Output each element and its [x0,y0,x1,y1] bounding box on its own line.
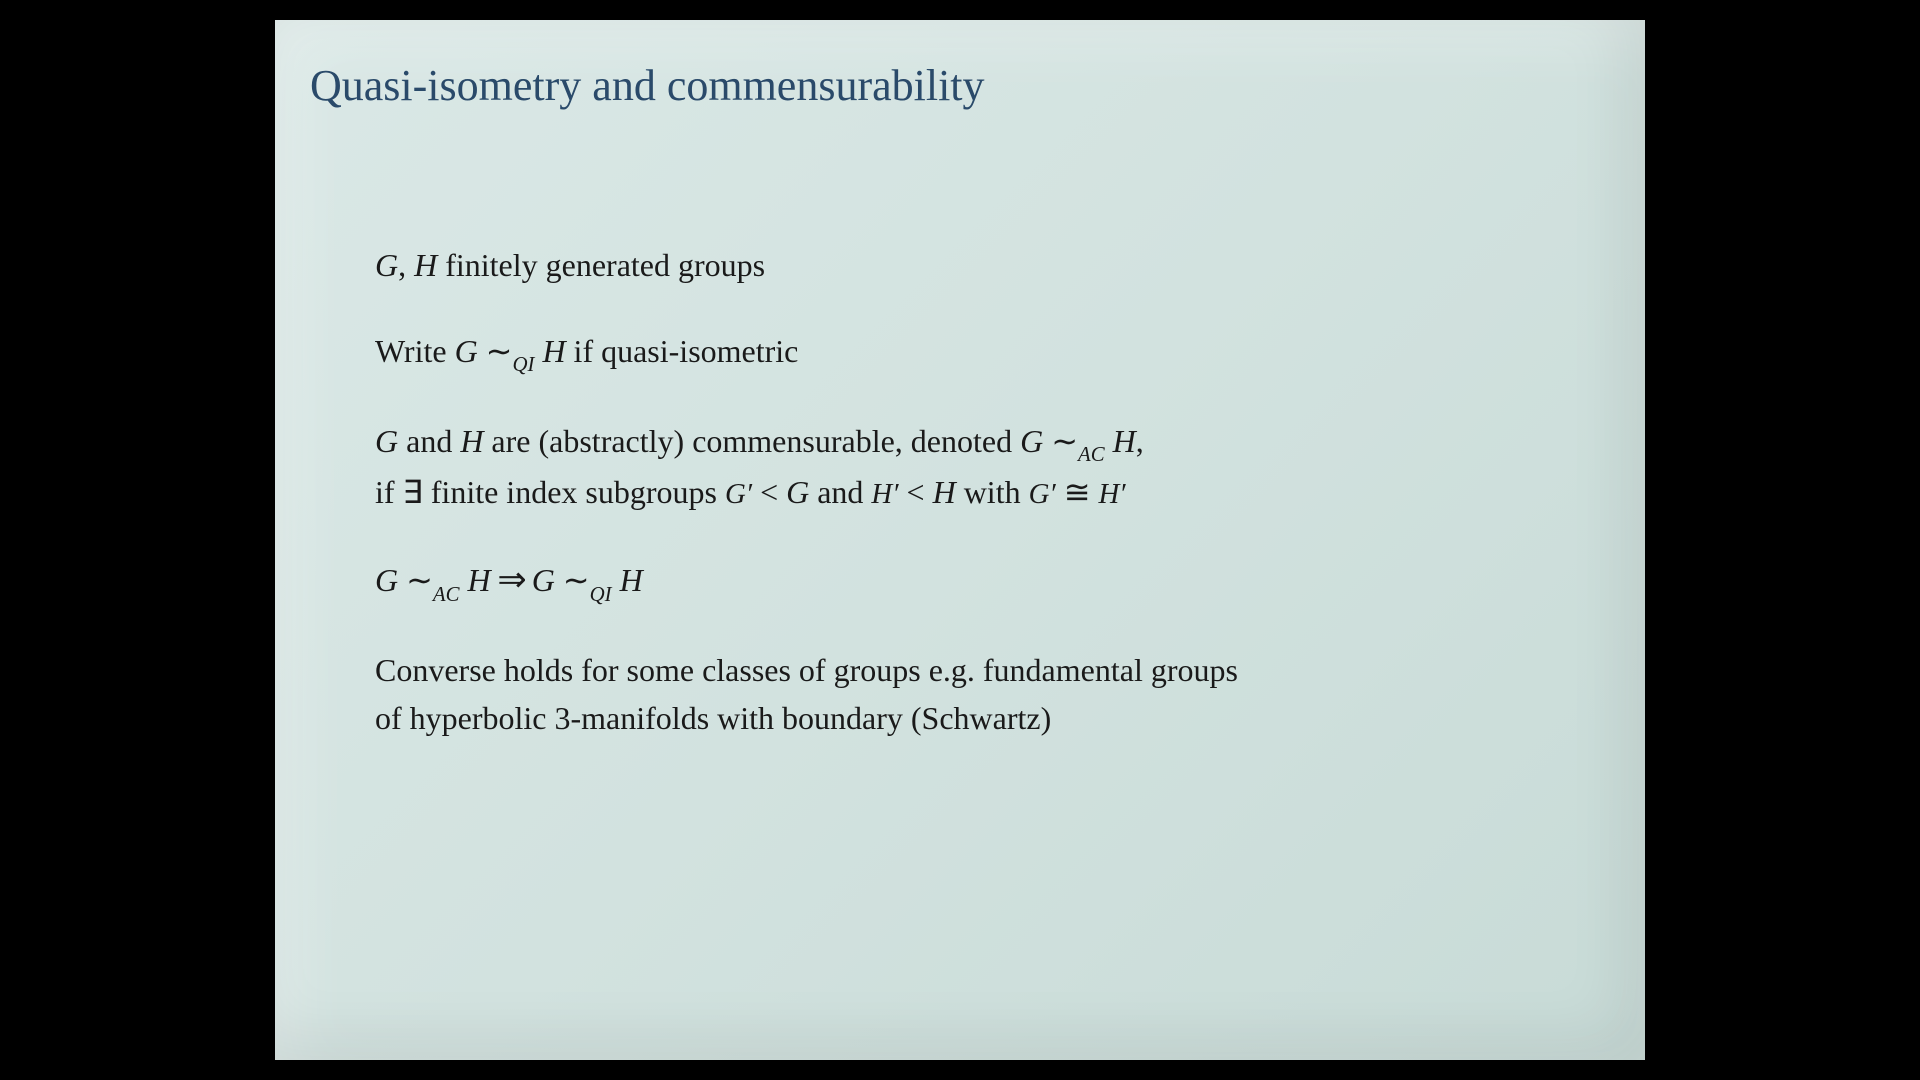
var-H: H [1113,423,1136,459]
sp [1105,423,1113,459]
lt: < [752,474,786,510]
text: if quasi-isometric [566,333,799,369]
var-G: G [786,474,809,510]
line-3b: if ∃ finite index subgroups G′ < G and H… [375,468,1595,516]
implies: ⇒ [491,560,532,599]
text: and [809,474,871,510]
sub-qi: QI [512,353,534,376]
line-5b: of hyperbolic 3-manifolds with boundary … [375,694,1595,742]
sub-ac: AC [433,583,460,606]
var-H: H [414,247,437,283]
text: finitely generated groups [437,247,765,283]
sp [612,562,620,598]
text: , [1136,423,1144,459]
line-2: Write G ∼QI H if quasi-isometric [375,327,1595,379]
var-H: H [542,333,565,369]
line-3a: G and H are (abstractly) commensurable, … [375,417,1595,469]
line-1: G, H finitely generated groups [375,241,1595,289]
text: are (abstractly) commensurable, denoted [483,423,1020,459]
var-H: H [468,562,491,598]
var-G: G [375,247,398,283]
line-4: G ∼AC H ⇒ G ∼QI H [375,554,1595,608]
lt: < [899,474,933,510]
sim: ∼ [1043,423,1078,459]
sp [460,562,468,598]
sim: ∼ [555,562,590,598]
sub-ac: AC [1078,443,1105,466]
var-G: G [375,423,398,459]
var-H: H [460,423,483,459]
text: Write [375,333,455,369]
sim: ∼ [398,562,433,598]
var-G: G [1020,423,1043,459]
var-G: G [375,562,398,598]
var-Gprime: G′ [1029,478,1056,510]
line-5a: Converse holds for some classes of group… [375,646,1595,694]
text: , [398,247,414,283]
slide-title: Quasi-isometry and commensurability [310,60,1595,111]
var-H: H [933,474,956,510]
var-G: G [532,562,555,598]
var-Gprime: G′ [725,478,752,510]
var-Hprime: H′ [1099,478,1126,510]
iso: ≅ [1056,474,1099,510]
var-G: G [455,333,478,369]
slide-content: G, H finitely generated groups Write G ∼… [325,241,1595,742]
var-H: H [620,562,643,598]
var-Hprime: H′ [871,478,898,510]
text: if ∃ finite index subgroups [375,474,725,510]
sim: ∼ [478,333,513,369]
sub-qi: QI [590,583,612,606]
text: with [956,474,1029,510]
text: and [398,423,460,459]
presentation-slide: Quasi-isometry and commensurability G, H… [275,20,1645,1060]
